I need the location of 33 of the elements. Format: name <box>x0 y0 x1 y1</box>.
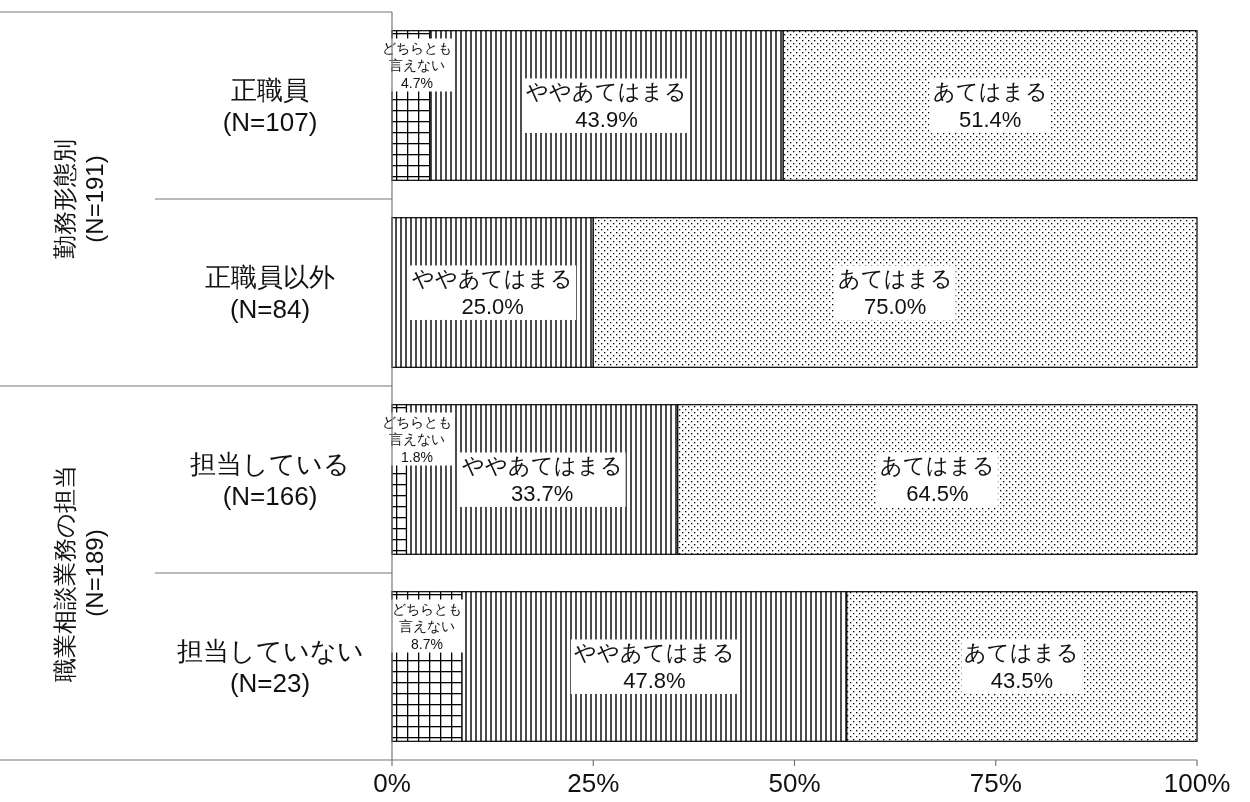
data-label: 75.0% <box>863 293 927 319</box>
x-tick-label: 25% <box>567 768 620 798</box>
text: どちらとも言えない <box>382 39 452 74</box>
y-tick-label: 正職員以外 (N=84) <box>205 261 335 324</box>
y-tick-label: 担当している (N=166) <box>190 448 350 511</box>
text: どちらとも言えない <box>382 413 452 448</box>
data-label: 4.7% <box>401 74 433 91</box>
data-label: 51.4% <box>958 106 1022 132</box>
data-label: 64.5% <box>906 480 969 506</box>
data-label: 33.7% <box>510 480 574 506</box>
x-tick-label: 100% <box>1163 768 1231 798</box>
text: あてはまる <box>964 640 1080 666</box>
text: ややあてはまる <box>526 79 688 105</box>
x-tick-label: 0% <box>373 768 411 798</box>
data-label: 43.9% <box>575 106 638 132</box>
data-label: 43.5% <box>990 667 1054 693</box>
text: ややあてはまる <box>573 640 735 666</box>
series-label: どちらとも言えない <box>392 600 463 635</box>
text: あてはまる <box>837 266 953 292</box>
data-label: 8.7% <box>411 635 443 652</box>
series-label: あてはまる <box>932 79 1048 105</box>
y-tick-label: 担当していない (N=23) <box>176 635 364 698</box>
x-tick-label: 75% <box>969 768 1022 798</box>
text: 職業相談業務の担当 (N=189) <box>51 464 108 682</box>
data-label: 1.8% <box>401 448 433 465</box>
text: ややあてはまる <box>461 453 623 479</box>
text: あてはまる <box>879 453 995 479</box>
data-label: 47.8% <box>623 667 686 693</box>
series-label: ややあてはまる <box>412 266 574 292</box>
x-tick-label: 50% <box>768 768 821 798</box>
data-label: 25.0% <box>461 293 524 319</box>
text: 勤務形態別 (N=191) <box>51 139 108 259</box>
y-tick-label: 正職員 (N=107) <box>222 74 318 137</box>
